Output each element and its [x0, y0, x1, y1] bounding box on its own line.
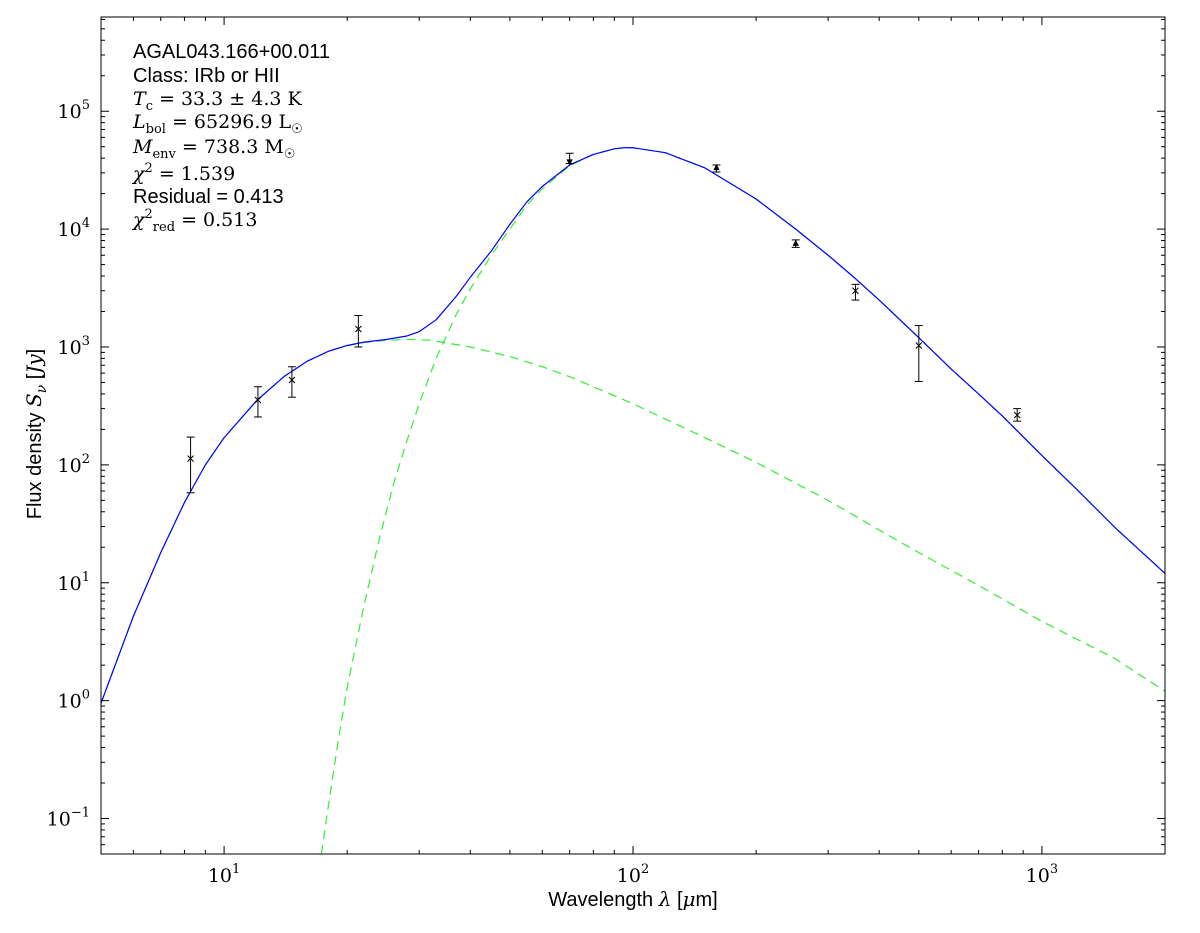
measurement-point [851, 283, 860, 301]
annotation-class: Class: IRb or HII [133, 65, 280, 87]
x-tick-label: 102 [617, 862, 649, 887]
measurement-point [914, 325, 923, 382]
measurement-point [791, 239, 800, 248]
measurement-point [354, 314, 363, 348]
annotation-source: AGAL043.166+00.011 [133, 41, 330, 63]
y-tick-label: 10−1 [47, 806, 90, 831]
upper-limit-arrow [713, 163, 720, 171]
y-tick-label: 103 [58, 334, 90, 359]
annotation-chi2: χ2 = 1.539 [131, 161, 235, 185]
x-marker [355, 325, 362, 333]
x-axis-label-text: Wavelength λ [μm] [548, 887, 717, 911]
measurement-point [186, 436, 195, 494]
x-marker [288, 376, 296, 384]
y-axis-label: Flux density Sν [Jy] [22, 349, 50, 520]
y-tick-label: 100 [58, 688, 90, 713]
tick-labels: 101 102 103 10−1 100 101 102 103 104 105 [47, 98, 1059, 887]
measurement-point [287, 366, 296, 398]
annotation-menv: Menv = 738.3 M☉ [132, 136, 295, 162]
annotation-residual: Residual = 0.413 [133, 186, 284, 208]
y-tick-label: 104 [58, 216, 90, 241]
axis-ticks [100, 17, 1166, 855]
x-axis-label: Wavelength λ [μm] [548, 887, 717, 911]
measurement-point [565, 152, 574, 166]
measurement-point [253, 386, 262, 418]
x-marker [1013, 411, 1021, 419]
y-tick-label: 102 [58, 452, 90, 477]
measurement-points [186, 152, 1022, 494]
x-marker [915, 342, 923, 349]
x-marker [254, 396, 262, 404]
annotation-chi2red: χ2red = 0.513 [131, 207, 257, 235]
measurement-point [712, 163, 721, 173]
y-tick-label: 105 [58, 98, 90, 123]
upper-limit-arrow [792, 239, 799, 246]
annotation-lbol: Lbol = 65296.9 L☉ [132, 111, 303, 137]
plot-frame [100, 16, 1166, 855]
x-tick-label: 101 [208, 862, 240, 887]
y-tick-label: 101 [58, 570, 90, 595]
x-tick-label: 103 [1026, 862, 1058, 887]
lower-limit-arrow [566, 159, 573, 166]
total-fit-curve [101, 147, 1165, 704]
plot-area [101, 17, 1165, 854]
fit-annotations: AGAL043.166+00.011 Class: IRb or HII Tc … [131, 41, 330, 235]
x-marker [187, 455, 194, 462]
model-curves [101, 147, 1165, 854]
annotation-tc: Tc = 33.3 ± 4.3 K [133, 88, 303, 114]
measurement-point [1013, 408, 1022, 422]
x-marker [852, 287, 859, 295]
